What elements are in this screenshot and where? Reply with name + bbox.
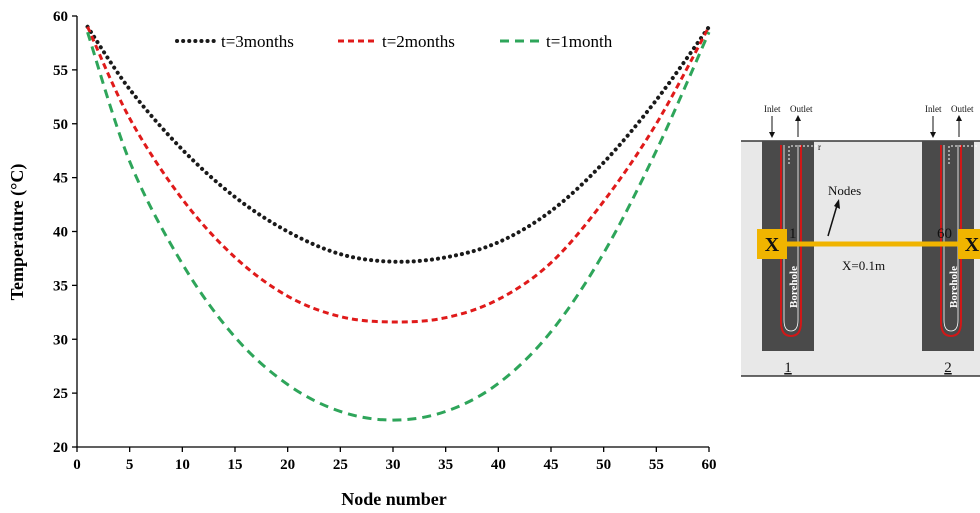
legend-label-3months: t=3months [221, 32, 294, 51]
inlet-arrowhead-1 [769, 132, 775, 138]
x-tick-label: 50 [596, 457, 611, 473]
series-line-t-3months [85, 24, 711, 264]
borehole-1-u-pipe-inner [783, 145, 799, 332]
x-tick-label: 0 [73, 457, 81, 473]
marker-x-right-label: X [965, 234, 980, 256]
y-tick-label: 60 [53, 9, 68, 25]
outlet-label-2: Outlet [951, 104, 974, 114]
borehole-diagram: Borehole 1 Borehole 2 Inlet Outlet Inlet… [741, 104, 980, 377]
x-tick-label: 30 [386, 457, 401, 473]
series-line-t-1month [86, 31, 711, 422]
y-tick-label: 25 [53, 386, 68, 402]
x-axis-title: Node number [341, 489, 447, 509]
borehole-2-u-pipe-inner [943, 145, 959, 332]
x-tick-label: 5 [126, 457, 134, 473]
borehole-2-label: Borehole [948, 266, 960, 308]
x-tick-label: 25 [333, 457, 348, 473]
chart-axes: 0 5 10 15 20 25 30 35 40 45 50 55 60 20 25 30 35 40 45 50 55… [53, 9, 717, 473]
radius-label: r [818, 142, 821, 152]
marker-x-left-label: X [765, 234, 780, 256]
marker-x-right [958, 229, 980, 259]
x-tick-label: 20 [280, 457, 295, 473]
marker-x-left [757, 229, 787, 259]
legend-label-2months: t=2months [382, 32, 455, 51]
node-last-label: 60 [937, 226, 952, 242]
nodes-pointer [827, 201, 839, 237]
distance-label: X=0.1m [842, 258, 885, 273]
x-tick-label: 35 [438, 457, 453, 473]
x-tick-label: 45 [544, 457, 559, 473]
series-line-t-2months [86, 26, 711, 324]
borehole-1-u-pipe [780, 145, 802, 338]
x-tick-label: 40 [491, 457, 506, 473]
borehole-2-radius-marker [948, 145, 978, 164]
y-tick-label: 55 [53, 63, 68, 79]
borehole-2-u-pipe [940, 145, 962, 338]
chart-series [85, 24, 711, 422]
borehole-1-number: 1 [784, 360, 792, 376]
nodes-pointer-head [834, 199, 840, 209]
y-tick-label: 50 [53, 117, 68, 133]
borehole-1-label: Borehole [788, 266, 800, 308]
x-tick-label: 10 [175, 457, 190, 473]
y-tick-label: 35 [53, 278, 68, 294]
borehole-2-number: 2 [944, 360, 952, 376]
legend-label-1month: t=1month [546, 32, 613, 51]
inlet-arrowhead-2 [930, 132, 936, 138]
x-tick-label: 15 [228, 457, 243, 473]
y-axis-title: Temperature (°C) [7, 164, 28, 301]
outlet-arrowhead-2 [956, 115, 962, 121]
y-tick-label: 20 [53, 440, 68, 456]
chart-legend: t=3months t=2months t=1month [175, 32, 613, 51]
y-tick-label: 30 [53, 332, 68, 348]
y-tick-label: 45 [53, 171, 68, 187]
outlet-label-1: Outlet [790, 104, 813, 114]
x-tick-label: 55 [649, 457, 664, 473]
inlet-label-1: Inlet [764, 104, 781, 114]
y-tick-label: 40 [53, 225, 68, 241]
nodes-label: Nodes [828, 183, 861, 198]
x-tick-label: 60 [702, 457, 717, 473]
borehole-1-radius-marker [788, 145, 818, 164]
outlet-arrowhead-1 [795, 115, 801, 121]
inlet-label-2: Inlet [925, 104, 942, 114]
node-first-label: 1 [789, 226, 797, 242]
